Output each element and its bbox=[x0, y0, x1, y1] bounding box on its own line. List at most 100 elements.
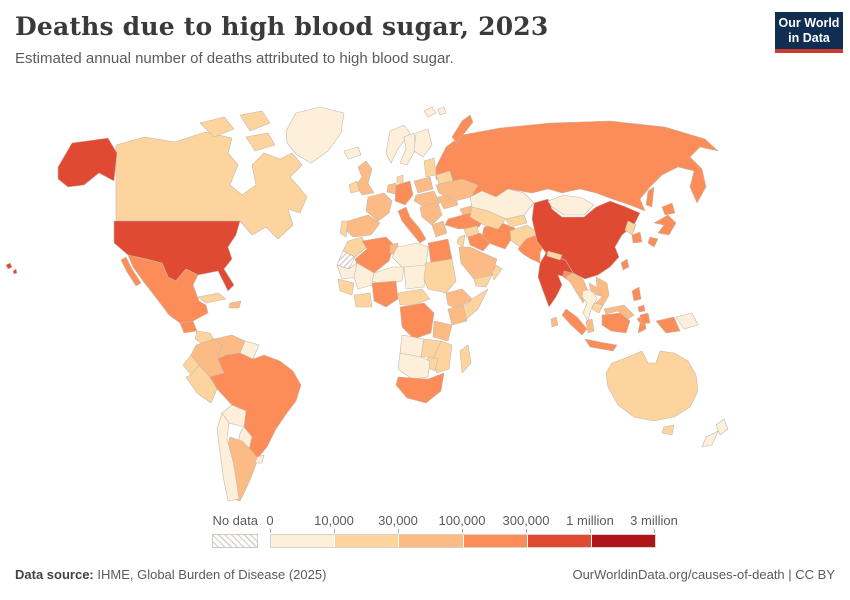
country-indonesia-kalimantan[interactable] bbox=[601, 312, 631, 334]
country-senegal-guinea[interactable] bbox=[337, 278, 355, 296]
country-mongolia[interactable] bbox=[547, 194, 595, 216]
legend-color-cell[interactable] bbox=[526, 535, 591, 547]
country-uzbekistan-turkmenistan[interactable] bbox=[469, 206, 507, 230]
country-niger[interactable] bbox=[371, 266, 405, 286]
country-south-korea[interactable] bbox=[631, 231, 643, 244]
owid-logo[interactable]: Our World in Data bbox=[775, 12, 843, 53]
country-indonesia-java[interactable] bbox=[584, 338, 618, 352]
country-ivory-coast-ghana[interactable] bbox=[353, 292, 373, 308]
country-italy[interactable] bbox=[397, 206, 427, 244]
country-sri-lanka[interactable] bbox=[550, 316, 559, 328]
country-philippines-visayas[interactable] bbox=[637, 304, 646, 313]
country-canada-arctic-1[interactable] bbox=[199, 116, 235, 138]
country-poland[interactable] bbox=[413, 176, 434, 194]
country-nepal[interactable] bbox=[546, 250, 563, 261]
country-guatemala[interactable] bbox=[179, 320, 198, 334]
country-ethiopia[interactable] bbox=[445, 288, 473, 310]
country-denmark[interactable] bbox=[396, 174, 404, 184]
country-oman[interactable] bbox=[491, 264, 503, 281]
credit-link[interactable]: OurWorldinData.org/causes-of-death | CC … bbox=[572, 567, 835, 582]
country-taiwan[interactable] bbox=[620, 258, 630, 271]
country-sweden[interactable] bbox=[399, 132, 417, 166]
country-balkans[interactable] bbox=[419, 202, 443, 226]
country-baltics[interactable] bbox=[423, 157, 437, 178]
country-hispaniola[interactable] bbox=[228, 300, 242, 309]
country-cuba[interactable] bbox=[197, 292, 227, 304]
legend-no-data: No data bbox=[212, 513, 258, 548]
country-kenya[interactable] bbox=[447, 304, 468, 326]
country-canada[interactable] bbox=[115, 131, 308, 240]
country-new-zealand-south[interactable] bbox=[701, 430, 719, 448]
country-malaysia-borneo[interactable] bbox=[603, 304, 635, 320]
country-usa-hawaii-2[interactable] bbox=[12, 268, 18, 275]
country-portugal[interactable] bbox=[339, 220, 349, 238]
no-data-swatch[interactable] bbox=[212, 534, 258, 548]
country-israel-jordan[interactable] bbox=[456, 234, 466, 248]
country-malaysia-peninsula[interactable] bbox=[585, 318, 595, 334]
country-germany[interactable] bbox=[394, 180, 414, 206]
country-uruguay[interactable] bbox=[254, 454, 265, 464]
country-norway[interactable] bbox=[385, 124, 411, 164]
country-usa-alaska[interactable] bbox=[57, 137, 118, 188]
country-morocco[interactable] bbox=[342, 236, 368, 258]
country-philippines-mindanao[interactable] bbox=[639, 312, 651, 325]
page-subtitle: Estimated annual number of deaths attrib… bbox=[15, 50, 454, 67]
country-australia[interactable] bbox=[605, 350, 699, 422]
country-australia-tasmania[interactable] bbox=[661, 424, 675, 436]
country-nigeria[interactable] bbox=[371, 280, 399, 308]
legend-scale: 0 10,000 30,000 100,000 300,000 1 million 3 mi… bbox=[266, 513, 678, 548]
country-papua-new-guinea[interactable] bbox=[675, 312, 699, 330]
legend-tick: 1 million bbox=[566, 513, 614, 528]
country-japan-hokkaido[interactable] bbox=[661, 202, 676, 216]
country-cambodia[interactable] bbox=[591, 302, 604, 314]
country-cameroon-car[interactable] bbox=[397, 288, 431, 306]
country-japan-honshu[interactable] bbox=[653, 214, 677, 236]
country-madagascar[interactable] bbox=[459, 344, 472, 374]
country-peru[interactable] bbox=[185, 364, 218, 404]
country-svalbard-2[interactable] bbox=[437, 106, 447, 116]
legend-color-cell[interactable] bbox=[271, 535, 335, 547]
country-namibia-botswana[interactable] bbox=[397, 352, 431, 380]
country-india[interactable] bbox=[537, 252, 574, 308]
legend-color-cell[interactable] bbox=[334, 535, 399, 547]
country-chile[interactable] bbox=[216, 412, 240, 502]
country-usa-hawaii-1[interactable] bbox=[5, 262, 13, 270]
country-russia-sakhalin[interactable] bbox=[645, 186, 655, 208]
country-japan-kyushu[interactable] bbox=[647, 236, 659, 248]
country-new-zealand-north[interactable] bbox=[715, 418, 729, 436]
legend-color-cell[interactable] bbox=[398, 535, 463, 547]
legend-color-cell[interactable] bbox=[462, 535, 527, 547]
country-mexico[interactable] bbox=[127, 254, 209, 324]
country-united-kingdom[interactable] bbox=[355, 160, 375, 196]
country-mozambique[interactable] bbox=[432, 340, 453, 374]
country-svalbard-1[interactable] bbox=[423, 106, 437, 118]
country-finland[interactable] bbox=[413, 128, 433, 158]
legend-color-cell[interactable] bbox=[590, 535, 656, 547]
country-canada-arctic-2[interactable] bbox=[239, 110, 271, 132]
country-drc[interactable] bbox=[399, 302, 435, 340]
country-canada-arctic-3[interactable] bbox=[245, 132, 276, 152]
country-ireland[interactable] bbox=[348, 180, 360, 194]
country-yemen[interactable] bbox=[473, 274, 493, 288]
country-chad[interactable] bbox=[403, 264, 427, 290]
legend-tick-labels: 0 10,000 30,000 100,000 300,000 1 million 3 mi… bbox=[266, 513, 678, 533]
country-greece[interactable] bbox=[431, 220, 448, 238]
country-kyrgyzstan-tajikistan[interactable] bbox=[505, 214, 528, 228]
country-sudan[interactable] bbox=[423, 258, 457, 294]
country-indonesia-sumatra[interactable] bbox=[561, 308, 588, 336]
no-data-label: No data bbox=[212, 513, 258, 528]
country-indonesia-papua[interactable] bbox=[655, 316, 681, 334]
country-greenland[interactable] bbox=[285, 106, 345, 164]
country-iceland[interactable] bbox=[343, 146, 362, 160]
country-russia-novaya-zemlya[interactable] bbox=[451, 114, 474, 144]
legend-tick-mark bbox=[270, 529, 271, 533]
country-mali[interactable] bbox=[353, 262, 375, 290]
country-tanzania[interactable] bbox=[432, 320, 453, 342]
country-france[interactable] bbox=[365, 192, 393, 222]
country-iran[interactable] bbox=[481, 222, 516, 250]
country-south-africa[interactable] bbox=[395, 372, 445, 404]
country-philippines-luzon[interactable] bbox=[631, 286, 642, 302]
country-saudi-arabia[interactable] bbox=[458, 246, 498, 280]
country-mexico-baja[interactable] bbox=[120, 256, 142, 287]
country-benelux[interactable] bbox=[386, 182, 397, 195]
